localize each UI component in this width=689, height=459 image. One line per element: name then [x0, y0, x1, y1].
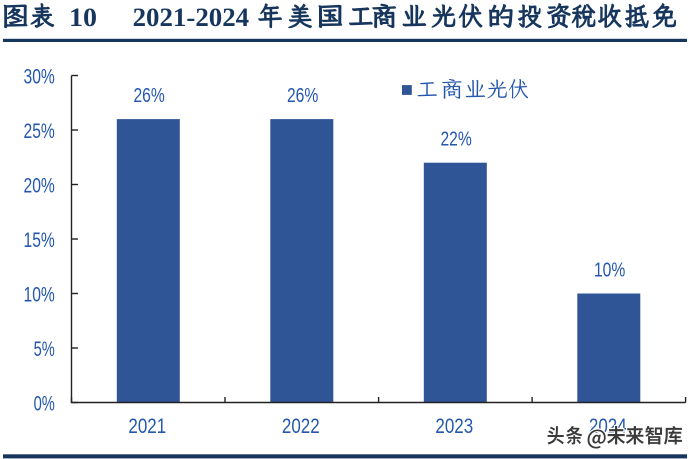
svg-text:30%: 30%	[24, 64, 55, 88]
svg-text:2022: 2022	[282, 414, 320, 438]
svg-text:0%: 0%	[34, 391, 55, 415]
svg-text:10: 10	[69, 2, 97, 32]
svg-text:20%: 20%	[24, 173, 55, 197]
svg-text:2021: 2021	[128, 414, 166, 438]
svg-text:26%: 26%	[133, 85, 164, 107]
svg-text:10%: 10%	[24, 282, 55, 306]
svg-text:25%: 25%	[24, 119, 55, 143]
svg-text:10%: 10%	[594, 260, 625, 282]
svg-text:2023: 2023	[435, 414, 473, 438]
svg-text:5%: 5%	[34, 337, 55, 361]
svg-text:22%: 22%	[440, 129, 471, 151]
svg-text:15%: 15%	[24, 228, 55, 252]
svg-text:2021-2024: 2021-2024	[133, 2, 250, 32]
svg-text:26%: 26%	[287, 85, 318, 107]
